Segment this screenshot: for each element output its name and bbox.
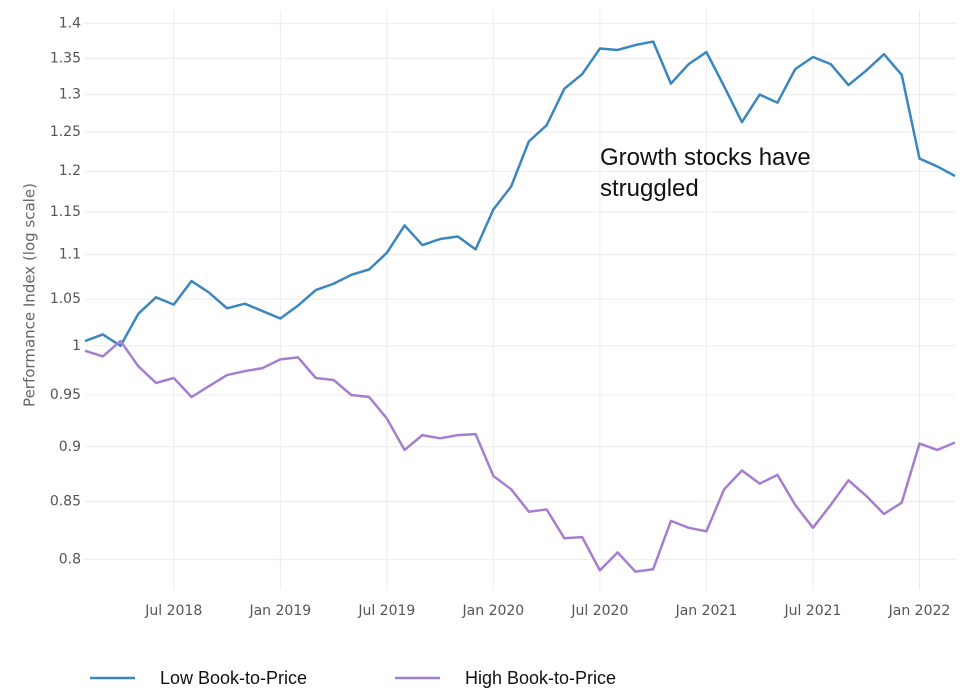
- y-tick-label: 1.2: [59, 163, 81, 179]
- y-tick-label: 1.35: [50, 50, 81, 66]
- x-tick-label: Jul 2020: [570, 603, 628, 619]
- x-tick-label: Jul 2019: [357, 603, 415, 619]
- y-axis-label: Performance Index (log scale): [21, 183, 39, 407]
- legend-label: High Book-to-Price: [465, 668, 616, 688]
- x-tick-label: Jan 2020: [462, 603, 525, 619]
- legend-label: Low Book-to-Price: [160, 668, 307, 688]
- y-tick-label: 0.8: [59, 552, 81, 568]
- series-line: [84, 40, 956, 348]
- y-tick-label: 1: [72, 338, 81, 354]
- y-tick-label: 1.25: [50, 124, 81, 140]
- x-tick-label: Jul 2021: [783, 603, 841, 619]
- y-tick-label: 1.3: [59, 87, 81, 103]
- x-tick-label: Jan 2019: [248, 603, 311, 619]
- y-tick-label: 1.4: [59, 16, 81, 32]
- y-tick-label: 1.05: [50, 291, 81, 307]
- series-line: [84, 339, 956, 573]
- y-tick-label: 0.95: [50, 387, 81, 403]
- annotation: Growth stocks have struggled: [600, 144, 811, 202]
- x-tick-label: Jan 2022: [888, 603, 951, 619]
- y-tick-label: 1.15: [50, 204, 81, 220]
- x-tick-label: Jan 2021: [675, 603, 738, 619]
- y-tick-label: 0.85: [50, 494, 81, 510]
- x-tick-label: Jul 2018: [144, 603, 202, 619]
- y-tick-label: 1.1: [59, 247, 81, 263]
- y-tick-label: 0.9: [59, 439, 81, 455]
